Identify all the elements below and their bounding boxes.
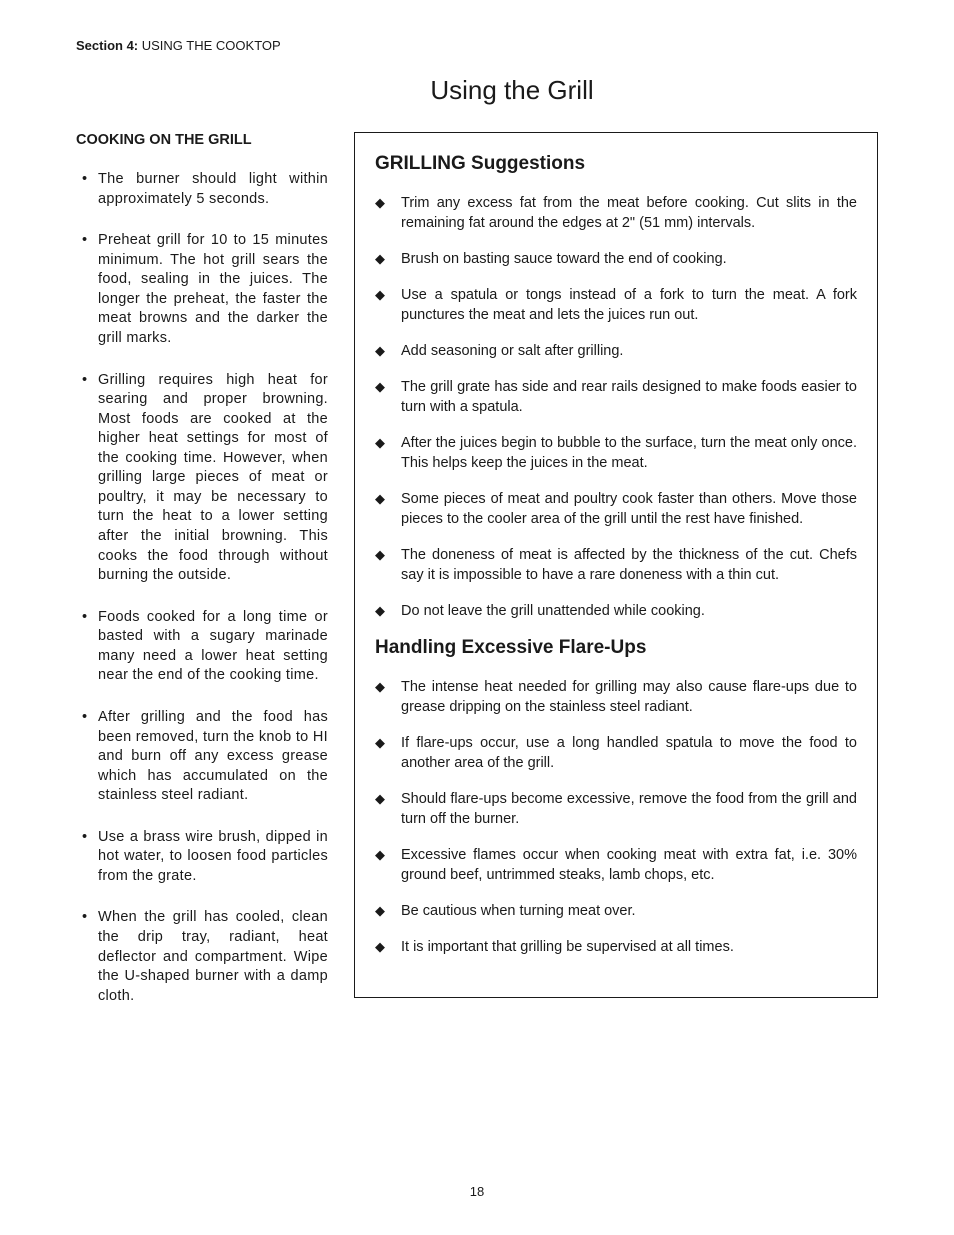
list-item: The burner should light within approxima… (76, 170, 328, 209)
list-item: The doneness of meat is affected by the … (375, 545, 857, 585)
list-item: Grilling requires high heat for searing … (76, 371, 328, 586)
list-item: The intense heat needed for grilling may… (375, 677, 857, 717)
list-item: When the grill has cooled, clean the dri… (76, 908, 328, 1006)
list-item: Use a spatula or tongs instead of a fork… (375, 285, 857, 325)
left-heading: COOKING ON THE GRILL (76, 132, 328, 148)
page-title: Using the Grill (146, 75, 878, 106)
flare-ups-heading: Handling Excessive Flare-Ups (375, 637, 857, 659)
list-item: Use a brass wire brush, dipped in hot wa… (76, 828, 328, 887)
list-item: It is important that grilling be supervi… (375, 937, 857, 957)
list-item: Should flare-ups become excessive, remov… (375, 789, 857, 829)
list-item: Do not leave the grill unattended while … (375, 601, 857, 621)
list-item: Preheat grill for 10 to 15 minutes minim… (76, 231, 328, 348)
list-item: Brush on basting sauce toward the end of… (375, 249, 857, 269)
section-header: Section 4: USING THE COOKTOP (76, 38, 878, 53)
suggestions-box: GRILLING Suggestions Trim any excess fat… (354, 132, 878, 998)
list-item: Trim any excess fat from the meat before… (375, 193, 857, 233)
list-item: After the juices begin to bubble to the … (375, 433, 857, 473)
page-number: 18 (0, 1184, 954, 1199)
section-title: USING THE COOKTOP (142, 38, 281, 53)
list-item: Foods cooked for a long time or basted w… (76, 608, 328, 686)
list-item: Excessive flames occur when cooking meat… (375, 845, 857, 885)
list-item: Add seasoning or salt after grilling. (375, 341, 857, 361)
left-column: COOKING ON THE GRILL The burner should l… (76, 132, 328, 1028)
list-item: If flare-ups occur, use a long handled s… (375, 733, 857, 773)
list-item: After grilling and the food has been rem… (76, 708, 328, 806)
grilling-suggestions-heading: GRILLING Suggestions (375, 153, 857, 175)
section-label: Section 4: (76, 38, 138, 53)
cooking-grill-list: The burner should light within approxima… (76, 170, 328, 1006)
list-item: The grill grate has side and rear rails … (375, 377, 857, 417)
list-item: Be cautious when turning meat over. (375, 901, 857, 921)
flare-ups-list: The intense heat needed for grilling may… (375, 677, 857, 957)
list-item: Some pieces of meat and poultry cook fas… (375, 489, 857, 529)
content-columns: COOKING ON THE GRILL The burner should l… (76, 132, 878, 1028)
grilling-suggestions-list: Trim any excess fat from the meat before… (375, 193, 857, 621)
